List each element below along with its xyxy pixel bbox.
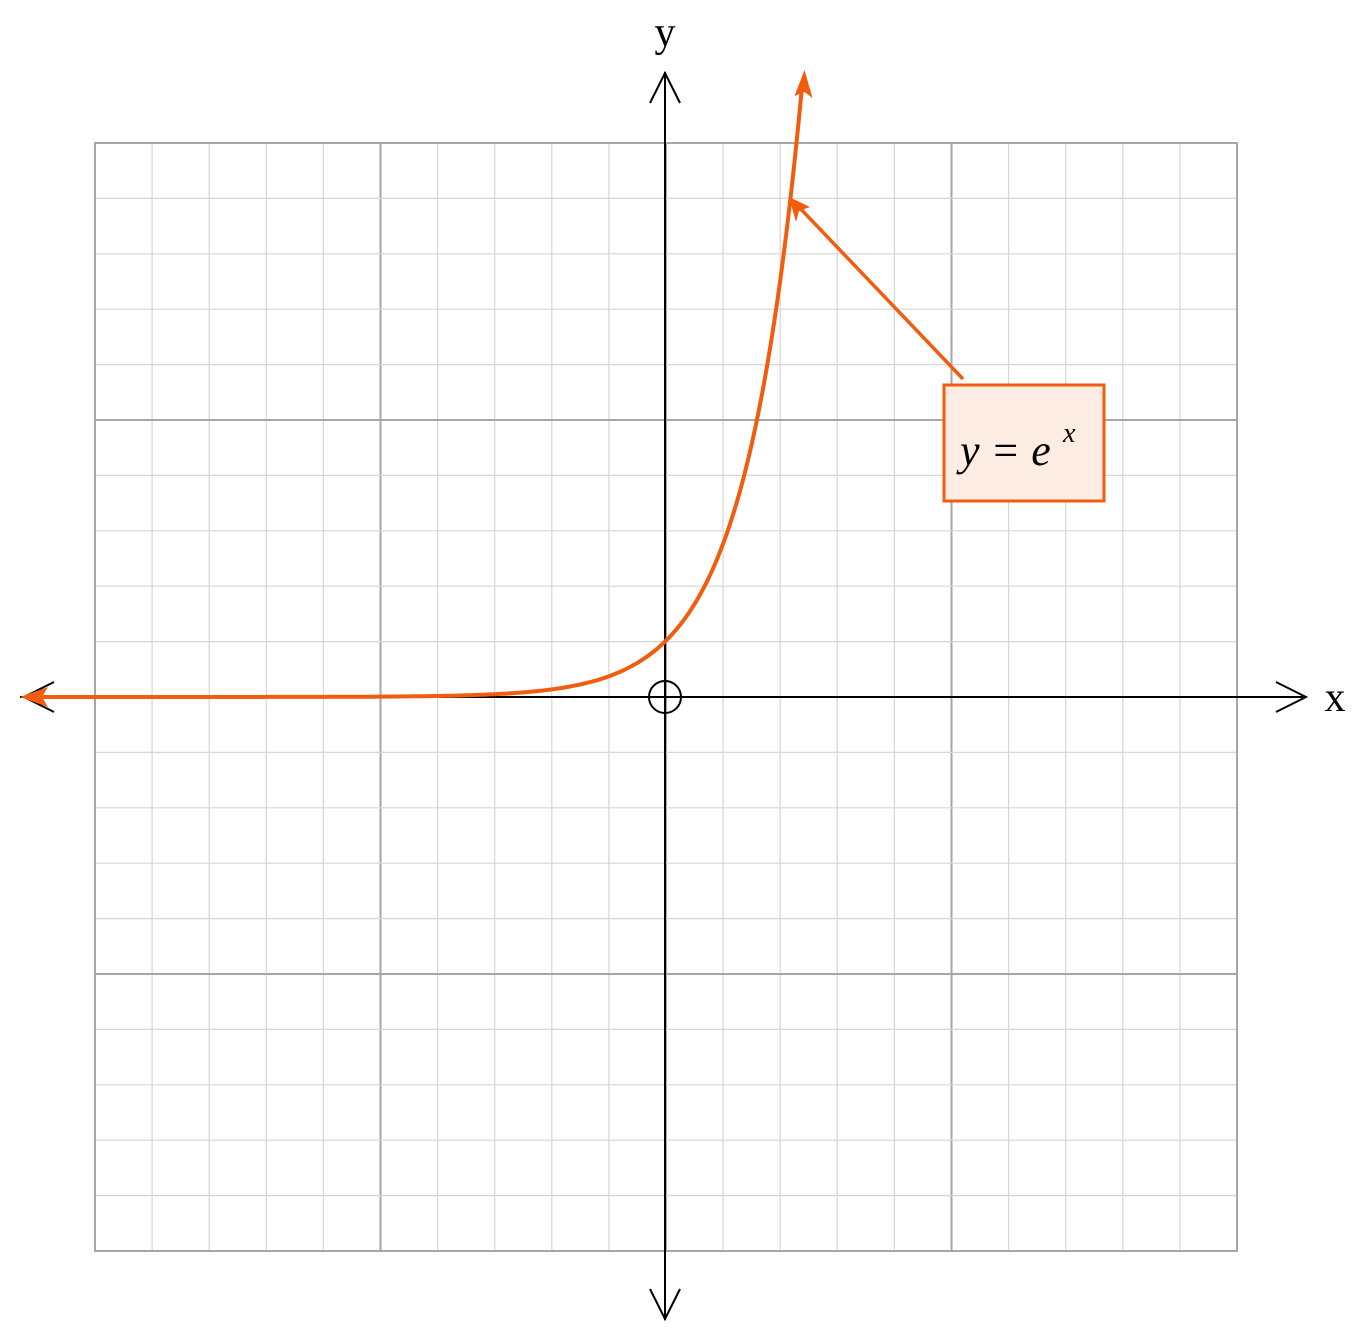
curve-arrow	[20, 687, 48, 707]
annotation-pointer-head	[789, 197, 810, 222]
y-axis-arrow	[649, 70, 681, 104]
x-axis-arrow	[1275, 681, 1309, 713]
curve-arrow	[794, 70, 813, 98]
curve	[42, 91, 804, 699]
y-axis-label: y	[655, 10, 676, 56]
origin-marker	[648, 680, 682, 714]
annotation-box	[942, 383, 1106, 503]
y-axis-arrow	[649, 1288, 681, 1322]
annotation-pointer	[794, 202, 965, 381]
annotation-text: y = e	[956, 426, 1051, 475]
annotation-superscript: x	[1062, 418, 1076, 449]
x-axis-label: x	[1325, 675, 1346, 721]
